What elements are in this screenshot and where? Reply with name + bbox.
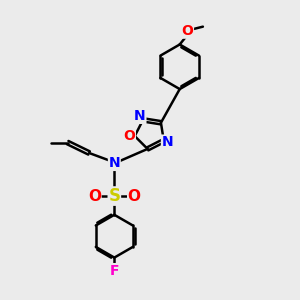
Text: N: N [161,135,173,149]
Text: N: N [134,109,146,123]
Text: O: O [88,189,101,204]
Text: F: F [110,264,119,278]
Text: N: N [109,156,120,170]
Text: O: O [128,189,141,204]
Text: O: O [123,129,135,143]
Text: S: S [108,187,120,205]
Text: O: O [182,24,194,38]
